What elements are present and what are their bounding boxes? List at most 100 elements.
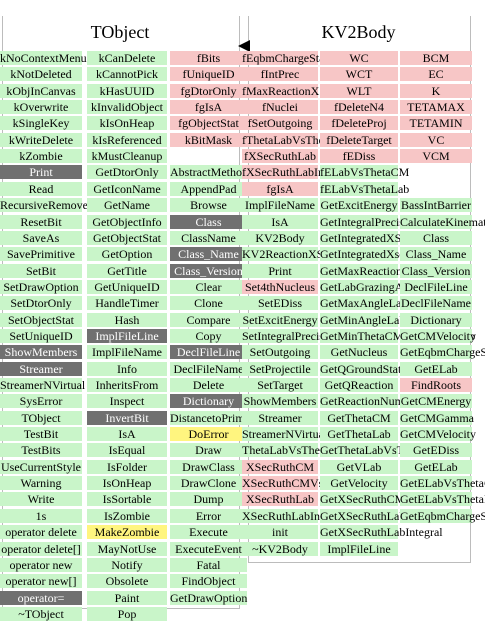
tobject-method-item[interactable]: Inspect bbox=[87, 394, 167, 409]
kv2body-method-item[interactable]: GetXSecRuthCM bbox=[320, 492, 406, 507]
tobject-method-item[interactable]: MakeZombie bbox=[87, 525, 167, 540]
kv2body-method-item[interactable]: fXSecRuthLab bbox=[242, 149, 318, 164]
kv2body-method-item[interactable]: SetOutgoing bbox=[242, 345, 318, 360]
tobject-method-item[interactable]: kBitMask bbox=[170, 132, 247, 147]
tobject-method-item[interactable]: Dump bbox=[170, 492, 247, 507]
tobject-method-item[interactable]: kMustCleanup bbox=[87, 149, 167, 164]
tobject-method-item[interactable]: IsEqual bbox=[87, 443, 167, 458]
kv2body-method-item[interactable]: GetReactionNumber bbox=[320, 394, 420, 409]
tobject-method-item[interactable]: DeclFileName bbox=[170, 361, 247, 376]
kv2body-method-item[interactable]: BCM bbox=[400, 51, 472, 65]
kv2body-method-item[interactable]: GetLabGrazingAngle bbox=[320, 279, 424, 294]
kv2body-method-item[interactable]: VCM bbox=[400, 149, 472, 164]
tobject-method-item[interactable]: kObjInCanvas bbox=[0, 83, 82, 98]
tobject-method-item[interactable]: AbstractMethod bbox=[170, 165, 248, 180]
tobject-method-item[interactable]: GetDtorOnly bbox=[87, 165, 167, 180]
tobject-method-item[interactable]: Hash bbox=[87, 312, 167, 327]
tobject-method-item[interactable]: operator delete bbox=[0, 525, 82, 540]
tobject-method-item[interactable]: GetObjectStat bbox=[87, 230, 167, 245]
kv2body-method-item[interactable]: KV2Body bbox=[242, 230, 318, 245]
tobject-method-item[interactable]: DrawClass bbox=[170, 459, 247, 474]
tobject-method-item[interactable]: SetDtorOnly bbox=[0, 296, 82, 311]
tobject-method-item[interactable]: Read bbox=[0, 181, 82, 196]
tobject-method-item[interactable]: ImplFileName bbox=[87, 345, 167, 360]
tobject-method-item[interactable]: operator new bbox=[0, 557, 82, 572]
kv2body-method-item[interactable]: GetEqbmChargeState bbox=[400, 345, 485, 360]
tobject-method-item[interactable]: InvertBit bbox=[87, 410, 167, 425]
tobject-method-item[interactable]: Class_Name bbox=[170, 247, 247, 262]
kv2body-method-item[interactable]: GetThetaLabVsThetaCM bbox=[320, 443, 443, 458]
kv2body-method-item[interactable]: ThetaLabVsThetaCM bbox=[242, 443, 348, 458]
kv2body-method-item[interactable]: TETAMAX bbox=[400, 100, 472, 115]
kv2body-method-item[interactable]: GetELab bbox=[400, 459, 472, 474]
kv2body-method-item[interactable]: fDeleteProj bbox=[320, 116, 398, 131]
tobject-method-item[interactable]: Info bbox=[87, 361, 167, 376]
kv2body-method-item[interactable]: EC bbox=[400, 67, 472, 82]
kv2body-method-item[interactable]: fSetOutgoing bbox=[242, 116, 318, 131]
kv2body-method-item[interactable]: fDeleteN4 bbox=[320, 100, 398, 115]
tobject-method-item[interactable]: SetObjectStat bbox=[0, 312, 82, 327]
kv2body-method-item[interactable]: SetExcitEnergy bbox=[242, 312, 318, 327]
kv2body-method-item[interactable]: Class_Version bbox=[400, 263, 472, 278]
tobject-method-item[interactable]: Paint bbox=[87, 590, 167, 605]
kv2body-method-item[interactable]: SetTarget bbox=[242, 378, 318, 392]
tobject-method-item[interactable]: SetBit bbox=[0, 263, 82, 278]
tobject-method-item[interactable]: Print bbox=[0, 165, 82, 180]
tobject-method-item[interactable]: GetTitle bbox=[87, 263, 167, 278]
tobject-method-item[interactable]: MayNotUse bbox=[87, 541, 167, 556]
tobject-method-item[interactable]: IsSortable bbox=[87, 492, 167, 507]
tobject-method-item[interactable]: kInvalidObject bbox=[87, 100, 167, 115]
tobject-method-item[interactable]: Class_Version bbox=[170, 263, 247, 278]
tobject-method-item[interactable]: DoError bbox=[170, 427, 247, 442]
tobject-method-item[interactable]: operator= bbox=[0, 590, 82, 605]
tobject-method-item[interactable]: kCanDelete bbox=[87, 51, 167, 65]
tobject-method-item[interactable]: fgDtorOnly bbox=[170, 83, 247, 98]
kv2body-method-item[interactable]: GetMinThetaCMFromThetaLab bbox=[320, 328, 476, 343]
kv2body-method-item[interactable]: GetEqbmChargeStateFunc bbox=[400, 508, 485, 523]
kv2body-method-item[interactable]: GetELabVsThetaLab bbox=[400, 492, 485, 507]
tobject-method-item[interactable]: Pop bbox=[87, 606, 167, 621]
kv2body-method-item[interactable]: ImplFileLine bbox=[320, 541, 398, 556]
kv2body-method-item[interactable]: fThetaLabVsThetaCM bbox=[242, 132, 352, 147]
tobject-method-item[interactable]: TestBit bbox=[0, 427, 82, 442]
tobject-method-item[interactable]: HandleTimer bbox=[87, 296, 167, 311]
tobject-method-item[interactable]: ClassName bbox=[170, 230, 247, 245]
tobject-method-item[interactable]: GetObjectInfo bbox=[87, 214, 167, 229]
tobject-method-item[interactable]: FindObject bbox=[170, 574, 247, 589]
kv2body-method-item[interactable]: fMaxReactionXSec bbox=[242, 83, 337, 98]
tobject-method-item[interactable]: 1s bbox=[0, 508, 82, 523]
kv2body-method-item[interactable]: fEqbmChargeState bbox=[242, 51, 334, 65]
kv2body-method-item[interactable]: StreamerNVirtual bbox=[242, 427, 328, 442]
kv2body-method-item[interactable]: GetCMEnergy bbox=[400, 394, 472, 409]
tobject-method-item[interactable]: Delete bbox=[170, 378, 247, 392]
kv2body-method-item[interactable]: IsA bbox=[242, 214, 318, 229]
tobject-method-item[interactable]: fgObjectStat bbox=[170, 116, 247, 131]
tobject-method-item[interactable]: Obsolete bbox=[87, 574, 167, 589]
kv2body-method-item[interactable]: GetVLab bbox=[320, 459, 398, 474]
tobject-method-item[interactable]: GetOption bbox=[87, 247, 167, 262]
kv2body-method-item[interactable]: fXSecRuthLabIntegral bbox=[242, 165, 352, 180]
tobject-method-item[interactable]: Dictionary bbox=[170, 394, 247, 409]
tobject-method-item[interactable]: IsFolder bbox=[87, 459, 167, 474]
kv2body-method-item[interactable]: Streamer bbox=[242, 410, 318, 425]
tobject-method-item[interactable]: Clone bbox=[170, 296, 247, 311]
kv2body-method-item[interactable]: fNuclei bbox=[242, 100, 318, 115]
tobject-method-item[interactable]: kIsOnHeap bbox=[87, 116, 167, 131]
tobject-method-item[interactable]: ShowMembers bbox=[0, 345, 82, 360]
tobject-method-item[interactable]: kCannotPick bbox=[87, 67, 167, 82]
kv2body-method-item[interactable]: fgIsA bbox=[242, 181, 318, 196]
kv2body-method-item[interactable]: Print bbox=[242, 263, 318, 278]
tobject-method-item[interactable]: Browse bbox=[170, 198, 247, 213]
kv2body-method-item[interactable]: GetThetaLab bbox=[320, 427, 398, 442]
kv2body-method-item[interactable]: WCT bbox=[320, 67, 398, 82]
tobject-method-item[interactable]: Clear bbox=[170, 279, 247, 294]
tobject-method-item[interactable]: Execute bbox=[170, 525, 247, 540]
kv2body-method-item[interactable]: SetProjectile bbox=[242, 361, 318, 376]
tobject-method-item[interactable]: InheritsFrom bbox=[87, 378, 167, 392]
kv2body-method-item[interactable]: Class bbox=[400, 230, 472, 245]
tobject-method-item[interactable]: ResetBit bbox=[0, 214, 82, 229]
tobject-method-item[interactable]: Warning bbox=[0, 476, 82, 491]
tobject-method-item[interactable]: Notify bbox=[87, 557, 167, 572]
tobject-method-item[interactable]: kHasUUID bbox=[87, 83, 167, 98]
kv2body-method-item[interactable]: WLT bbox=[320, 83, 398, 98]
